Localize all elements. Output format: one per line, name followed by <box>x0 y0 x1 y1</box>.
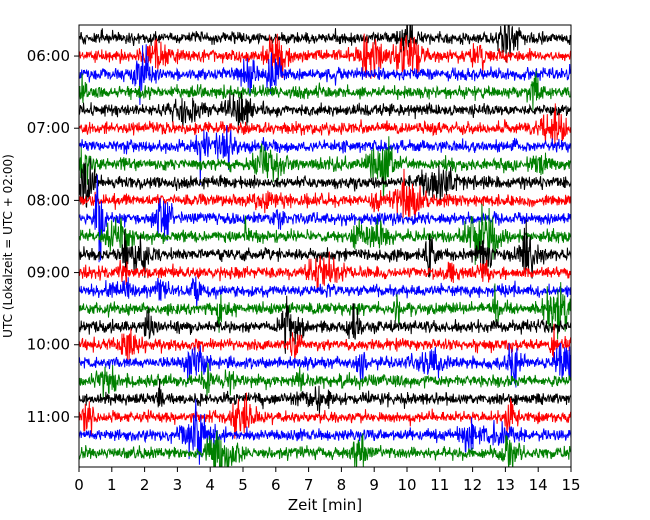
trace-line <box>79 342 571 388</box>
x-tick-label: 12 <box>463 476 482 494</box>
trace-line <box>79 70 571 111</box>
trace-line <box>79 33 571 79</box>
trace-line <box>79 125 571 185</box>
traces-group <box>79 25 571 467</box>
y-tick-label: 08:00 <box>27 191 70 209</box>
trace-line <box>79 362 571 400</box>
x-tick-label: 0 <box>74 476 84 494</box>
x-tick-label: 13 <box>496 476 515 494</box>
x-tick-label: 4 <box>205 476 215 494</box>
x-tick-label: 10 <box>397 476 416 494</box>
trace-line <box>79 103 571 146</box>
trace-line <box>79 276 571 310</box>
x-tick-label: 15 <box>561 476 580 494</box>
trace-line <box>79 282 571 340</box>
trace-line <box>79 92 571 133</box>
x-tick-label: 1 <box>107 476 117 494</box>
trace-line <box>79 25 571 63</box>
plot-frame <box>78 24 572 468</box>
trace-line <box>79 392 571 439</box>
trace-line <box>79 158 571 208</box>
trace-line <box>79 251 571 293</box>
x-tick-label: 11 <box>430 476 449 494</box>
x-axis: 0 1 2 3 4 5 6 7 8 9 10 11 12 13 14 15 <box>74 467 581 494</box>
trace-line <box>79 323 571 362</box>
x-axis-title: Zeit [min] <box>288 496 362 514</box>
x-tick-label: 7 <box>304 476 314 494</box>
x-tick-label: 9 <box>369 476 379 494</box>
trace-line <box>79 44 571 106</box>
y-axis-title: UTC (Lokalzeit = UTC + 02:00) <box>1 154 15 338</box>
y-tick-label: 06:00 <box>27 47 70 65</box>
trace-line <box>79 168 571 219</box>
x-tick-label: 6 <box>271 476 281 494</box>
x-tick-label: 2 <box>140 476 150 494</box>
trace-line <box>79 430 571 467</box>
trace-line <box>79 295 571 354</box>
trace-line <box>79 378 571 415</box>
y-tick-label: 09:00 <box>27 264 70 282</box>
y-tick-label: 10:00 <box>27 336 70 354</box>
trace-line <box>79 136 571 199</box>
trace-line <box>79 203 571 267</box>
x-tick-label: 5 <box>238 476 248 494</box>
y-tick-label: 11:00 <box>27 408 70 426</box>
x-tick-label: 14 <box>529 476 548 494</box>
y-tick-label: 07:00 <box>27 119 70 137</box>
plot-area <box>78 24 572 468</box>
trace-line <box>79 399 571 465</box>
x-tick-label: 8 <box>337 476 347 494</box>
x-tick-label: 3 <box>173 476 183 494</box>
trace-line <box>79 219 571 279</box>
y-axis: 06:00 07:00 08:00 09:00 10:00 11:00 <box>27 47 79 426</box>
